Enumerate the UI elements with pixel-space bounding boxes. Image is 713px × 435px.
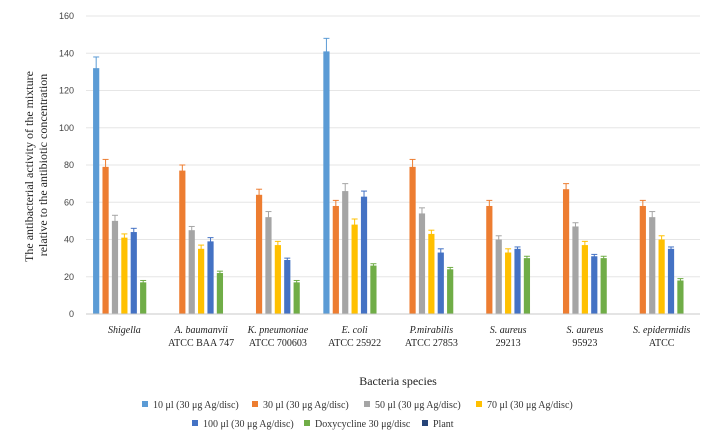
bar	[447, 269, 454, 314]
legend-entry: 50 μl (30 μg Ag/disc)	[375, 400, 461, 411]
x-category-label-line2: ATCC 700603	[249, 338, 307, 349]
y-tick-label: 120	[59, 86, 74, 96]
bar	[409, 166, 416, 314]
bar	[351, 224, 358, 314]
y-tick-label: 140	[59, 48, 74, 58]
bar	[255, 194, 263, 314]
bar	[188, 230, 195, 314]
y-tick-label: 40	[64, 235, 74, 245]
bar	[130, 232, 137, 314]
y-tick-label: 160	[59, 11, 74, 21]
bar	[495, 239, 502, 314]
bar	[523, 258, 531, 314]
x-category-label: Shigella	[108, 325, 141, 336]
x-category-label: E. coli	[341, 325, 368, 336]
legend-entry: 100 μl (30 μg Ag/disc)	[203, 419, 294, 430]
bar	[677, 280, 684, 314]
bar	[111, 220, 119, 314]
bar	[428, 233, 435, 314]
x-category-label: P.mirabilis	[409, 325, 454, 336]
bar	[93, 68, 100, 315]
legend-entry: 70 μl (30 μg Ag/disc)	[487, 400, 573, 411]
x-category-label-line2: ATCC BAA 747	[168, 338, 234, 349]
legend-entry: Doxycycline 30 μg/disc	[315, 419, 411, 430]
bar	[600, 258, 607, 314]
y-tick-label: 80	[64, 160, 74, 170]
bar	[207, 241, 214, 314]
y-axis-title: The antibacterial activity of the mixtur…	[22, 68, 50, 262]
x-category-label-line2: ATCC	[649, 338, 675, 349]
bar	[102, 166, 109, 314]
bar	[323, 51, 330, 314]
bar	[437, 252, 444, 314]
bar	[505, 252, 512, 314]
x-category-label: S. aureus	[490, 325, 527, 336]
x-category-label: K. pneumoniae	[247, 325, 309, 336]
y-axis-ticks: 0 20 40 60 80 100 120 140 160	[59, 11, 74, 319]
bar	[284, 259, 291, 314]
x-category-label-line2: 29213	[496, 338, 521, 349]
y-tick-label: 100	[59, 123, 74, 133]
x-category-label-line2: ATCC 25922	[328, 338, 381, 349]
legend-entry: 30 μl (30 μg Ag/disc)	[263, 400, 349, 411]
x-category-label: A. baumanvii	[173, 325, 228, 336]
bar	[562, 189, 570, 314]
bar	[216, 273, 224, 314]
x-category-label-line2: ATCC 27853	[405, 338, 458, 349]
y-axis-title-line1: The antibacterial activity of the mixtur…	[22, 71, 36, 262]
legend-swatch	[422, 420, 428, 426]
y-tick-label: 20	[64, 272, 74, 282]
bar	[649, 217, 656, 314]
y-axis-title-line2: relative to the antibiotic concentration	[36, 74, 50, 257]
y-tick-label: 60	[64, 197, 74, 207]
bar	[293, 282, 300, 314]
x-axis-category-labels: Shigella A. baumanvii ATCC BAA 747 K. pneum…	[108, 325, 690, 349]
bar	[572, 226, 579, 314]
bar	[121, 237, 128, 314]
x-category-label-line2: 95923	[572, 338, 597, 349]
bar	[667, 248, 675, 314]
bar	[274, 245, 281, 314]
bar	[581, 245, 588, 314]
bar	[514, 248, 521, 314]
legend-swatch	[192, 420, 198, 426]
bar	[418, 213, 426, 314]
legend-entry: 10 μl (30 μg Ag/disc)	[153, 400, 239, 411]
legend-swatch	[364, 401, 370, 407]
legend-swatch	[252, 401, 258, 407]
bar	[140, 282, 147, 314]
bars	[93, 37, 684, 315]
legend-swatch	[476, 401, 482, 407]
bar	[332, 205, 339, 314]
bar	[370, 265, 377, 314]
bar	[179, 170, 186, 314]
bar	[198, 248, 205, 314]
bar	[342, 191, 349, 314]
bar	[486, 205, 493, 314]
y-tick-label: 0	[69, 309, 74, 319]
gridlines	[86, 15, 700, 315]
bar	[639, 205, 646, 314]
bar	[591, 256, 598, 314]
bar	[265, 217, 272, 314]
bar	[360, 196, 368, 314]
x-category-label: S. epidermidis	[633, 325, 690, 336]
x-category-label: S. aureus	[566, 325, 603, 336]
bar	[658, 239, 665, 314]
legend-swatch	[142, 401, 148, 407]
legend-entry: Plant	[433, 419, 454, 430]
legend: 10 μl (30 μg Ag/disc) 30 μl (30 μg Ag/dis…	[142, 400, 573, 430]
x-axis-title: Bacteria species	[359, 374, 437, 388]
legend-swatch	[304, 420, 310, 426]
